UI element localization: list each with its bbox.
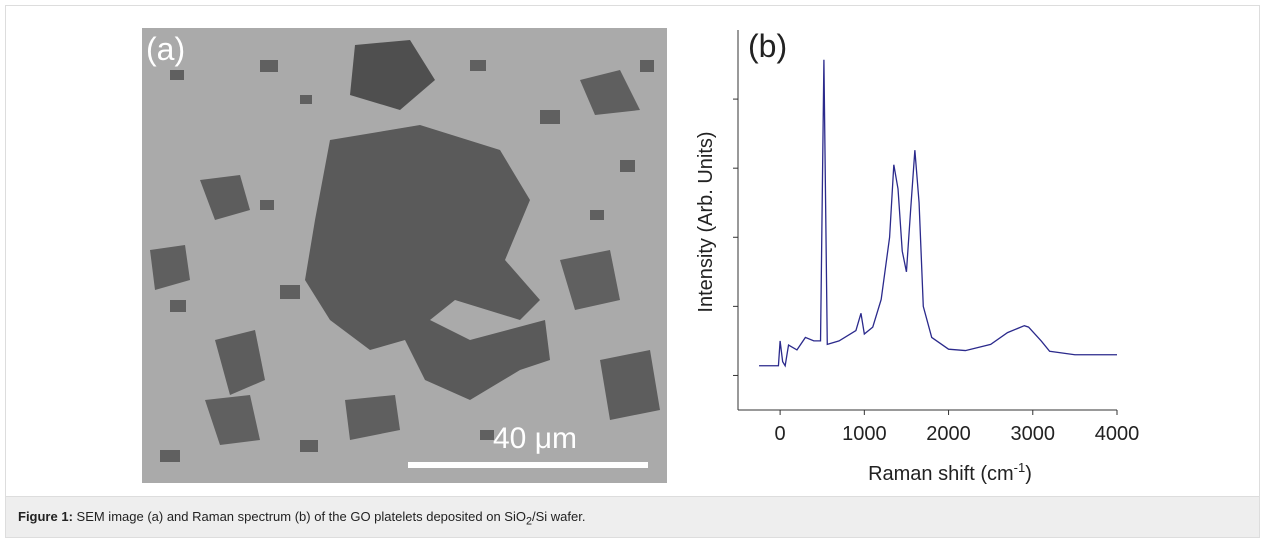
caption: Figure 1: SEM image (a) and Raman spectr… bbox=[5, 496, 1260, 538]
x-tick-label: 3000 bbox=[1011, 423, 1056, 445]
scale-bar-label: 40 μm bbox=[493, 422, 577, 455]
x-axis-title: Raman shift (cm-1) bbox=[868, 460, 1032, 485]
caption-sub: 2 bbox=[525, 515, 532, 528]
figure-svg: (a) 40 μm (b) Intensity (Arb. Units) Ram… bbox=[142, 28, 1139, 485]
scale-bar bbox=[408, 462, 648, 468]
x-tick-label: 4000 bbox=[1095, 423, 1140, 445]
sem-image: (a) 40 μm bbox=[142, 28, 667, 483]
spectrum-line bbox=[759, 59, 1117, 368]
caption-text-end: /Si wafer. bbox=[531, 509, 586, 524]
x-axis-title-end: ) bbox=[1025, 463, 1032, 485]
caption-text: SEM image (a) and Raman spectrum (b) of … bbox=[72, 509, 526, 524]
x-tick-label: 0 bbox=[775, 423, 786, 445]
x-axis-title-sup: -1 bbox=[1014, 460, 1026, 475]
x-axis-title-main: Raman shift (cm bbox=[868, 463, 1014, 485]
chart: (b) Intensity (Arb. Units) Raman shift (… bbox=[695, 28, 1139, 485]
x-tick-label: 2000 bbox=[926, 423, 971, 445]
caption-label: Figure 1: bbox=[18, 509, 73, 524]
y-axis-title: Intensity (Arb. Units) bbox=[695, 131, 717, 312]
figure bbox=[5, 5, 1260, 496]
panel-a-label: (a) bbox=[146, 31, 185, 67]
panel-b-label: (b) bbox=[748, 28, 787, 64]
x-tick-label: 1000 bbox=[842, 423, 887, 445]
